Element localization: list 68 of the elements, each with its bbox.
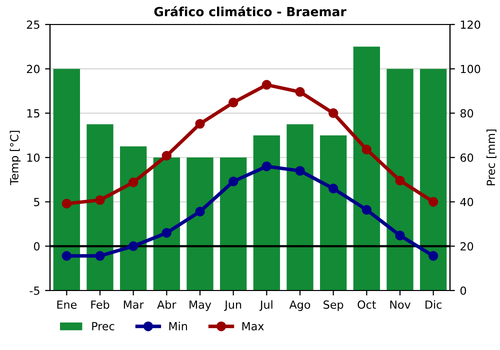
point — [195, 206, 205, 216]
x-tick-label: Sep — [324, 300, 344, 311]
point — [395, 176, 405, 186]
bar — [320, 135, 347, 290]
y2-tick-label: 0 — [460, 286, 466, 295]
bar — [286, 124, 314, 290]
point — [95, 195, 105, 205]
y2-tick-label: 100 — [460, 64, 480, 74]
x-tick-label: Jul — [259, 300, 272, 311]
y-tick-label: 5 — [34, 198, 40, 206]
bar — [86, 124, 114, 290]
y2-tick-label: 60 — [460, 153, 474, 162]
point — [62, 198, 72, 208]
legend-label: Min — [169, 322, 187, 330]
point — [328, 184, 338, 194]
point — [428, 196, 438, 207]
y2-tick-label: 80 — [460, 109, 474, 118]
y-tick-label: 20 — [26, 64, 40, 74]
y-tick-label: 0 — [34, 242, 40, 251]
point — [328, 108, 338, 118]
y-tick-label: 15 — [27, 109, 40, 118]
point — [428, 251, 438, 261]
y-tick-label: 10 — [27, 153, 40, 162]
bar — [120, 146, 147, 290]
y2-tick-label: 120 — [460, 20, 480, 29]
legend-label: Max — [242, 322, 264, 330]
chart-title: Gráfico climático - Braemar — [154, 6, 346, 16]
x-tick-label: Nov — [390, 300, 411, 309]
point — [395, 230, 405, 240]
x-tick-label: Dic — [426, 300, 442, 309]
point — [195, 118, 205, 129]
point — [95, 251, 105, 261]
point — [62, 251, 72, 261]
bar — [53, 68, 80, 290]
x-tick-label: Jun — [224, 300, 242, 311]
y2-tick-label: 40 — [460, 198, 474, 206]
point — [295, 87, 305, 97]
y-tick-label: 25 — [26, 20, 40, 29]
point — [362, 144, 372, 154]
x-tick-label: Feb — [91, 300, 110, 309]
bar — [153, 158, 180, 290]
point — [295, 166, 305, 176]
bar — [353, 46, 380, 290]
x-tick-label: Mar — [124, 300, 144, 309]
x-tick-label: Oct — [358, 300, 376, 309]
y-tick-label: -5 — [30, 286, 40, 295]
y2-axis-title: Prec [mm] — [486, 130, 496, 186]
bar — [420, 68, 447, 290]
point — [228, 176, 238, 186]
x-tick-label: Ago — [289, 300, 310, 311]
x-tick-label: May — [190, 300, 212, 311]
point — [362, 204, 372, 215]
x-tick-label: Ene — [57, 300, 77, 309]
point — [262, 162, 272, 172]
bar — [253, 135, 280, 290]
bar — [386, 68, 414, 290]
point — [162, 228, 172, 238]
x-tick-label: Abr — [157, 300, 176, 309]
bar — [186, 158, 214, 290]
y2-tick-label: 20 — [460, 242, 474, 251]
point — [228, 98, 238, 108]
bar — [220, 158, 247, 290]
point — [128, 177, 138, 188]
point — [128, 241, 138, 252]
point — [162, 150, 172, 161]
legend-label: Prec — [92, 322, 114, 330]
y-axis-title: Temp [°C] — [10, 130, 21, 186]
point — [262, 80, 272, 90]
